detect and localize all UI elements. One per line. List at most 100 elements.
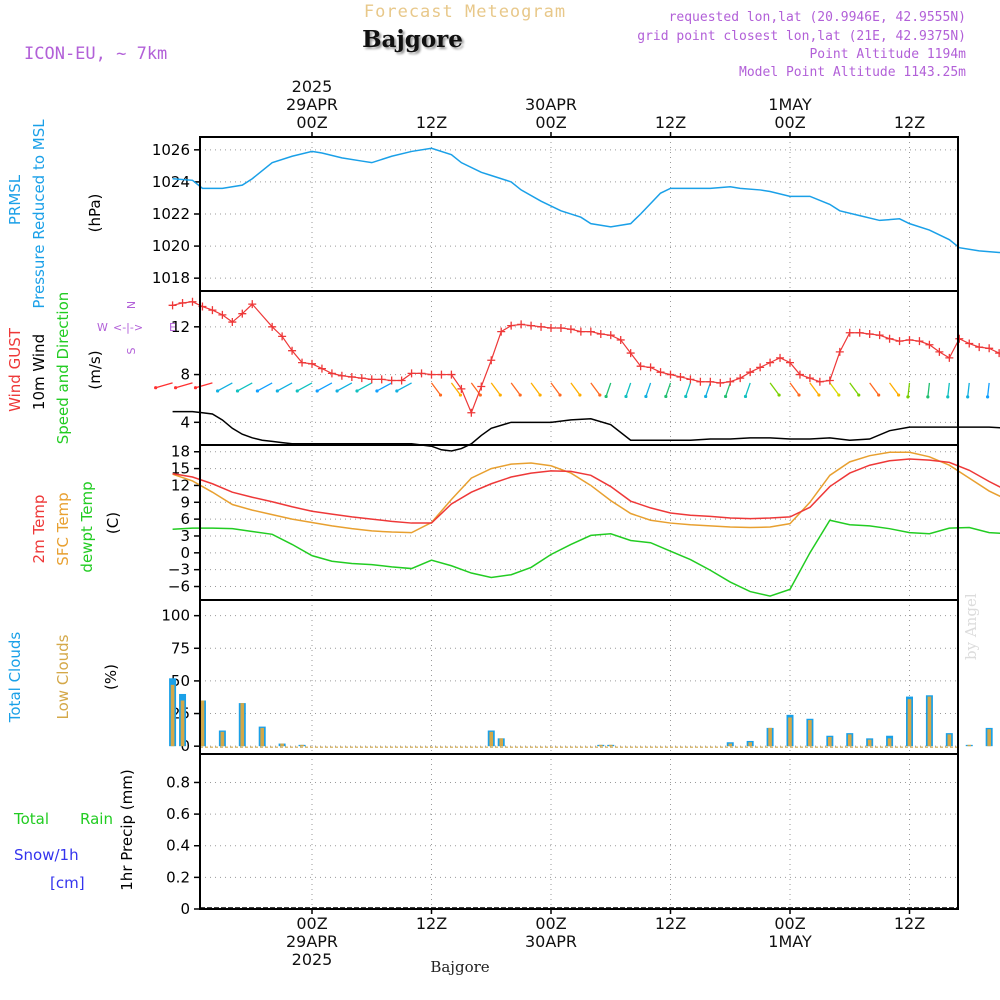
gust-marker	[308, 359, 316, 368]
wind-direction-arrow	[257, 382, 273, 392]
wind-arrow-head	[295, 389, 299, 393]
wind-arrow-head	[896, 393, 901, 397]
wind-arrow-head	[558, 393, 562, 397]
low-clouds-bar	[748, 742, 752, 747]
gust-marker	[965, 339, 974, 348]
wind-direction-arrow	[376, 382, 392, 392]
precip-total-label: Total	[13, 810, 49, 828]
gust-marker	[427, 370, 436, 379]
low-clouds-bar	[907, 699, 912, 747]
wind-direction-arrow	[869, 382, 880, 396]
gust-marker	[666, 370, 675, 379]
grid-point-coords: grid point closest lon,lat (21E, 42.9375…	[637, 29, 966, 44]
wind-speed-dir-label: Speed and Direction	[54, 292, 72, 445]
wind-arrow-head	[498, 393, 502, 397]
gust-marker	[945, 353, 954, 362]
gust-marker	[616, 335, 625, 344]
compass-e-label: E	[169, 321, 176, 334]
gust-marker	[168, 301, 177, 310]
gust-marker	[955, 334, 964, 343]
wind-unit-label: (m/s)	[86, 350, 104, 389]
low-clouds-bar	[808, 720, 812, 747]
gust-marker	[347, 372, 356, 381]
gust-marker	[527, 321, 536, 330]
wind-direction-arrow	[889, 382, 900, 396]
top-time-label: 00Z	[535, 113, 566, 132]
sfc-temp-label: SFC Temp	[54, 492, 72, 565]
wind-ytick-label: 8	[180, 366, 190, 384]
gust-marker	[188, 297, 197, 306]
wind-direction-arrow	[967, 382, 970, 397]
gust-marker	[477, 382, 486, 391]
bottom-time-label: 1MAY	[768, 932, 812, 951]
wind-speed-line	[172, 410, 1000, 452]
wind-direction-arrow	[237, 382, 253, 392]
wind-arrow-head	[395, 389, 399, 393]
wind-arrow-head	[235, 389, 240, 393]
low-clouds-bar	[280, 743, 284, 747]
wind-arrow-head	[906, 395, 910, 399]
wind-arrow-head	[664, 394, 668, 399]
wind-direction-arrow	[705, 382, 711, 397]
wind-arrow-head	[817, 393, 821, 397]
pressure-ytick-label: 1018	[152, 269, 190, 287]
low-clouds-bar	[927, 696, 932, 747]
top-time-label: 00Z	[296, 113, 327, 132]
low-clouds-bar	[499, 738, 504, 747]
wind-arrow-head	[193, 386, 198, 390]
gust-marker	[507, 321, 516, 330]
wind-arrow-head	[877, 393, 881, 397]
bottom-time-label: 00Z	[296, 914, 327, 933]
low-clouds-bar	[180, 700, 185, 747]
gust-marker	[208, 306, 217, 315]
wind-arrow-head	[438, 393, 443, 397]
gust-marker	[556, 324, 565, 333]
wind-direction-arrow	[809, 382, 820, 396]
precip-ytick-label: 0	[180, 900, 190, 918]
gust-marker	[905, 335, 914, 344]
gust-marker	[835, 347, 844, 356]
dewpt-line	[172, 519, 1000, 597]
sfc-temp-line	[172, 451, 1000, 534]
gust-marker	[656, 368, 665, 377]
low-clouds-bar	[847, 734, 852, 747]
wind-direction-arrow	[195, 382, 213, 389]
wind-direction-arrow	[645, 382, 652, 397]
wind-direction-arrow	[450, 382, 461, 396]
gust-marker	[586, 327, 595, 336]
wind-direction-arrow	[744, 382, 751, 397]
gust-line	[172, 301, 1000, 415]
gust-marker	[805, 374, 814, 383]
bottom-time-label: 29APR	[286, 932, 338, 951]
wind-direction-arrow	[986, 382, 990, 397]
total-clouds-label: Total Clouds	[6, 632, 24, 724]
wind-arrow-head	[624, 394, 628, 399]
top-time-label: 12Z	[894, 113, 925, 132]
gust-marker	[915, 337, 924, 346]
wind-arrow-head	[538, 393, 542, 397]
wind-arrow-head	[777, 393, 781, 397]
panel-frame-c	[199, 599, 959, 755]
temp-unit-label: (C)	[104, 512, 122, 534]
pressure-line	[172, 147, 1000, 254]
gust-marker	[268, 322, 277, 331]
wind-arrow-head	[704, 394, 708, 399]
gust-marker	[278, 332, 287, 341]
low-clouds-bar	[768, 727, 772, 747]
wind-direction-arrow	[550, 382, 561, 396]
wind-arrow-head	[926, 395, 930, 399]
wind-direction-arrow	[625, 382, 632, 397]
wind-direction-arrow	[430, 382, 442, 396]
wind-direction-arrow	[947, 382, 950, 397]
wind-arrow-head	[275, 389, 279, 393]
top-time-label: 2025	[292, 77, 333, 96]
dewpt-label: dewpt Temp	[78, 481, 96, 572]
wind-arrow-head	[478, 393, 482, 397]
wind-direction-arrow	[907, 382, 911, 397]
gust-marker	[975, 343, 984, 352]
pressure-main-label: PRMSL	[6, 174, 24, 225]
temp-ytick-label: 12	[171, 476, 190, 494]
point-altitude: Point Altitude 1194m	[809, 47, 966, 62]
gust-marker	[547, 324, 555, 333]
